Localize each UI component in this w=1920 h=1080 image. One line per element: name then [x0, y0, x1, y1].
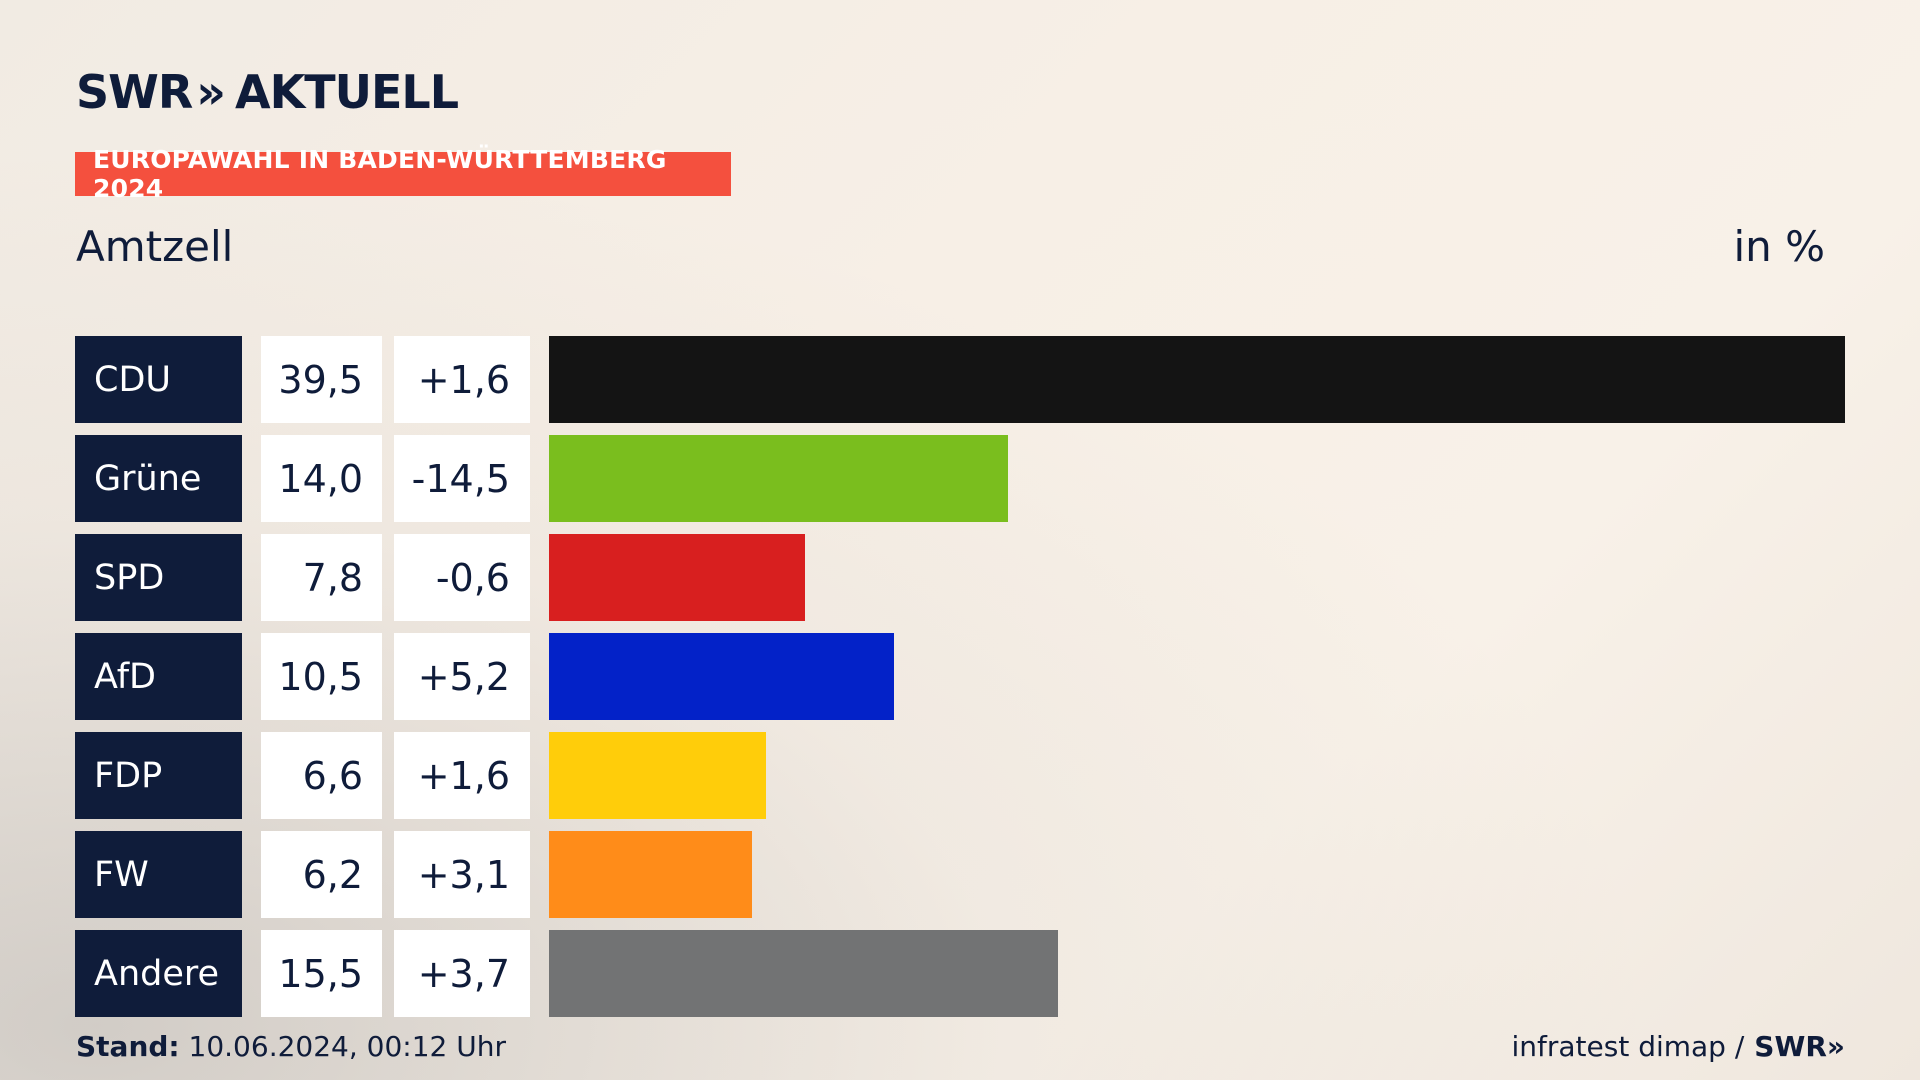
- stand-label: Stand:: [76, 1030, 180, 1063]
- change-label: +1,6: [394, 732, 530, 819]
- logo-aktuell-text: AKTUELL: [235, 65, 459, 119]
- vote-share-label: 14,0: [261, 435, 382, 522]
- footer-source: infratest dimap / SWR»: [1511, 1030, 1845, 1063]
- vote-share-label: 6,2: [261, 831, 382, 918]
- change-label: -0,6: [394, 534, 530, 621]
- change-label: +5,2: [394, 633, 530, 720]
- result-bar: [549, 534, 805, 621]
- change-label: +3,1: [394, 831, 530, 918]
- vote-share-label: 7,8: [261, 534, 382, 621]
- vote-share-label: 6,6: [261, 732, 382, 819]
- party-label: AfD: [75, 633, 242, 720]
- result-bar: [549, 435, 1008, 522]
- logo-chevron-icon: »: [196, 65, 226, 119]
- stand-value: 10.06.2024, 00:12 Uhr: [188, 1030, 506, 1063]
- result-bar: [549, 732, 766, 819]
- party-label: SPD: [75, 534, 242, 621]
- result-bar: [549, 633, 894, 720]
- result-bar: [549, 336, 1845, 423]
- footer-timestamp: Stand: 10.06.2024, 00:12 Uhr: [76, 1030, 506, 1063]
- party-label: Grüne: [75, 435, 242, 522]
- logo-swr-text: SWR: [76, 65, 193, 119]
- change-label: +3,7: [394, 930, 530, 1017]
- result-bar: [549, 930, 1058, 1017]
- source-swr-logo: SWR»: [1754, 1030, 1845, 1063]
- change-label: -14,5: [394, 435, 530, 522]
- party-label: FW: [75, 831, 242, 918]
- change-label: +1,6: [394, 336, 530, 423]
- region-title: Amtzell: [76, 222, 234, 271]
- election-badge: EUROPAWAHL IN BADEN-WÜRTTEMBERG 2024: [75, 145, 731, 203]
- source-text: infratest dimap /: [1511, 1030, 1745, 1063]
- party-label: Andere: [75, 930, 242, 1017]
- result-bar: [549, 831, 752, 918]
- swr-aktuell-logo: SWR » AKTUELL: [76, 65, 459, 119]
- party-label: CDU: [75, 336, 242, 423]
- party-label: FDP: [75, 732, 242, 819]
- vote-share-label: 39,5: [261, 336, 382, 423]
- unit-label: in %: [1733, 222, 1825, 271]
- vote-share-label: 10,5: [261, 633, 382, 720]
- vote-share-label: 15,5: [261, 930, 382, 1017]
